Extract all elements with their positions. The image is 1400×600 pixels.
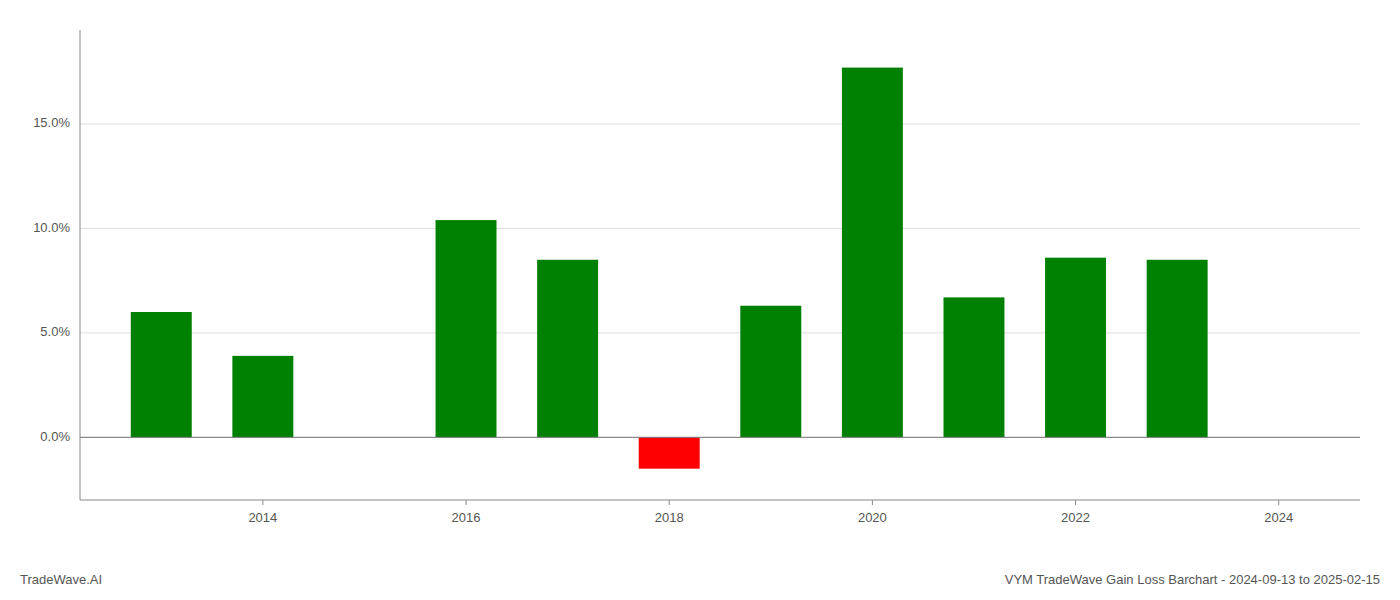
x-axis-line xyxy=(80,500,1360,501)
y-axis-line xyxy=(80,30,81,500)
footer: TradeWave.AI xyxy=(20,572,102,587)
bar xyxy=(639,437,700,468)
title: VYM TradeWave Gain Loss Barchart - 2024-… xyxy=(1005,572,1380,587)
bar xyxy=(943,297,1004,437)
x-tick-label: 2020 xyxy=(858,510,887,525)
bar xyxy=(842,68,903,438)
y-tick-label: 10.0% xyxy=(33,220,70,235)
grid xyxy=(80,124,1360,437)
bar xyxy=(740,306,801,438)
x-tick xyxy=(1278,500,1279,505)
x-tick xyxy=(872,500,873,505)
x-tick-label: 2018 xyxy=(655,510,684,525)
bar xyxy=(537,260,598,438)
grid-line xyxy=(80,437,1360,438)
grid-line xyxy=(80,124,1360,125)
x-tick xyxy=(669,500,670,505)
grid-line xyxy=(80,228,1360,229)
y-tick-label: 0.0% xyxy=(40,429,70,444)
bar xyxy=(436,220,497,437)
bar xyxy=(1147,260,1208,438)
bar xyxy=(131,312,192,437)
x-tick-label: 2024 xyxy=(1264,510,1293,525)
chart: 0.0% 5.0% 10.0% 15.0% 2014 2016 2018 2020 2022 20… xyxy=(0,0,1400,600)
zero-line xyxy=(80,437,1360,438)
bar xyxy=(1045,258,1106,438)
bars xyxy=(131,68,1208,469)
bar xyxy=(232,356,293,437)
y-tick-label: 5.0% xyxy=(40,324,70,339)
x-tick-label: 2016 xyxy=(452,510,481,525)
x-tick xyxy=(466,500,467,505)
y-tick-label: 15.0% xyxy=(33,115,70,130)
x-tick xyxy=(262,500,263,505)
x-tick-label: 2022 xyxy=(1061,510,1090,525)
x-tick xyxy=(1075,500,1076,505)
x-tick-label: 2014 xyxy=(248,510,277,525)
